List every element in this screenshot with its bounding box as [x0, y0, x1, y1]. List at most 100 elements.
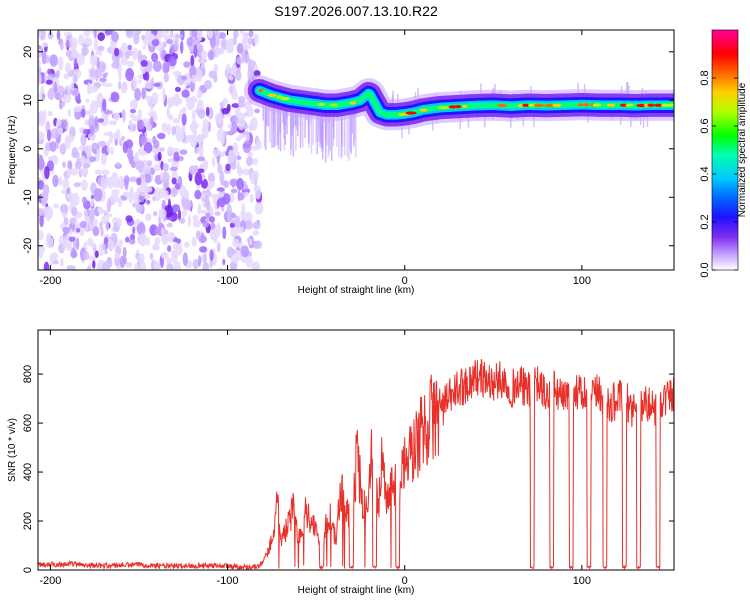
x-tick-label: -100 [217, 275, 239, 287]
heatmap-noise-cell [216, 199, 220, 209]
heatmap-noise-cell [227, 39, 233, 52]
heatmap-y-ticks: -20 -10 0 10 20 [22, 46, 674, 254]
x-tick-label: 0 [402, 275, 408, 287]
heatmap-hot-cell [329, 103, 338, 107]
heatmap-noise-cell [71, 147, 79, 157]
heatmap-noise-cell [252, 230, 260, 236]
heatmap-noise-cell [137, 79, 142, 84]
heatmap-noise-cell [43, 261, 50, 270]
colorbar-tick-label: 0.8 [699, 70, 711, 85]
colorbar-tick-label: 0.0 [699, 262, 711, 277]
heatmap-noise-cell [127, 44, 132, 51]
heatmap-noise-cell [181, 209, 188, 218]
heatmap-noise-cell [166, 222, 173, 228]
heatmap-noise-cell [66, 84, 71, 95]
heatmap-noise-cell [66, 243, 73, 251]
heatmap-noise-cell [188, 200, 192, 208]
heatmap-noise-cell [236, 56, 243, 65]
heatmap-noise-cell [209, 228, 219, 241]
heatmap-noise-cell [239, 169, 243, 175]
heatmap-noise-cell [62, 178, 70, 190]
heatmap-noise-cell [242, 140, 252, 154]
heatmap-noise-cell [230, 65, 237, 77]
heatmap-noise-cell [164, 190, 169, 201]
y-tick-label: -10 [22, 189, 34, 205]
heatmap-noise-cell [227, 124, 232, 129]
heatmap-noise-cell [242, 168, 250, 176]
heatmap-noise-cell [72, 74, 78, 84]
heatmap-noise-cell [100, 175, 108, 190]
heatmap-noise-cell [225, 150, 229, 157]
heatmap-noise-cell [177, 209, 182, 221]
heatmap-noise-cell [45, 54, 50, 64]
heatmap-noise-cell [125, 236, 130, 243]
heatmap-noise-cell [244, 191, 249, 197]
heatmap-noise-cell [50, 128, 60, 140]
heatmap-noise-cell [222, 258, 226, 266]
heatmap-noise-cell [236, 226, 245, 234]
colorbar: 0.0 0.2 0.4 0.6 0.8 Normalized spectral ampl… [699, 29, 748, 278]
heatmap-hot-cell [455, 105, 462, 109]
heatmap-noise-cell [212, 156, 216, 168]
heatmap-noise-cell [243, 124, 248, 130]
heatmap-noise-cell [79, 220, 87, 229]
heatmap-noise-cell [114, 192, 119, 203]
heatmap-noise-cell [127, 147, 134, 161]
heatmap-noise-cell [181, 196, 190, 210]
heatmap-noise-cell [55, 69, 61, 77]
heatmap-noise-cell [209, 205, 214, 218]
heatmap-noise-cell [47, 110, 53, 117]
heatmap-noise-cell [174, 86, 181, 92]
heatmap-noise-cell [169, 166, 178, 172]
heatmap-noise-cell [183, 61, 191, 68]
heatmap-noise-cell [92, 226, 100, 237]
heatmap-noise-cell [38, 229, 44, 241]
heatmap-noise-cell [128, 194, 134, 204]
heatmap-noise-cell [152, 210, 158, 217]
heatmap-noise-cell [207, 50, 214, 61]
heatmap-noise-cell [194, 147, 198, 155]
heatmap-noise-cell [82, 162, 91, 169]
heatmap-noise-cell [100, 226, 104, 237]
heatmap-noise-cell [170, 30, 174, 38]
heatmap-noise-cell [197, 156, 205, 162]
heatmap-noise-cell [53, 203, 59, 209]
heatmap-noise-cells [38, 30, 264, 270]
heatmap-noise-cell [93, 30, 97, 39]
heatmap-noise-cell [141, 87, 146, 100]
heatmap-noise-cell [70, 82, 74, 92]
heatmap-noise-cell [62, 239, 67, 251]
heatmap-noise-cell [214, 211, 221, 216]
heatmap-noise-cell [230, 227, 238, 238]
colorbar-label: Normalized spectral amplitude [737, 82, 748, 217]
x-tick-label: -100 [217, 575, 239, 587]
heatmap-noise-cell [208, 180, 215, 189]
heatmap-hot-cell [280, 97, 291, 101]
heatmap-noise-cell [73, 58, 78, 70]
heatmap-noise-cell [69, 228, 73, 235]
heatmap-noise-cell [126, 60, 135, 68]
heatmap-hot-cell [405, 111, 417, 115]
heatmap-noise-cell [102, 169, 110, 176]
x-tick-label: -200 [39, 275, 61, 287]
heatmap-noise-cell [195, 230, 201, 240]
heatmap-hot-cell [577, 103, 584, 107]
heatmap-noise-cell [61, 100, 66, 107]
heatmap-noise-cell [232, 36, 237, 46]
heatmap-noise-cell [133, 77, 137, 90]
heatmap-noise-cell [200, 178, 208, 189]
heatmap-noise-cell [49, 54, 58, 67]
heatmap-noise-cell [190, 55, 195, 67]
heatmap-noise-cell [201, 57, 206, 69]
heatmap-noise-cell [180, 40, 184, 54]
heatmap-noise-cell [120, 57, 128, 66]
heatmap-noise-cell [91, 142, 98, 149]
heatmap-noise-cell [119, 255, 125, 269]
heatmap-noise-cell [78, 34, 85, 46]
y-tick-label: 20 [22, 46, 34, 58]
heatmap-noise-cell [136, 177, 142, 186]
heatmap-noise-cell [145, 213, 152, 222]
heatmap-noise-cell [205, 106, 210, 117]
heatmap-noise-cell [44, 206, 54, 220]
heatmap-noise-cell [173, 261, 181, 270]
